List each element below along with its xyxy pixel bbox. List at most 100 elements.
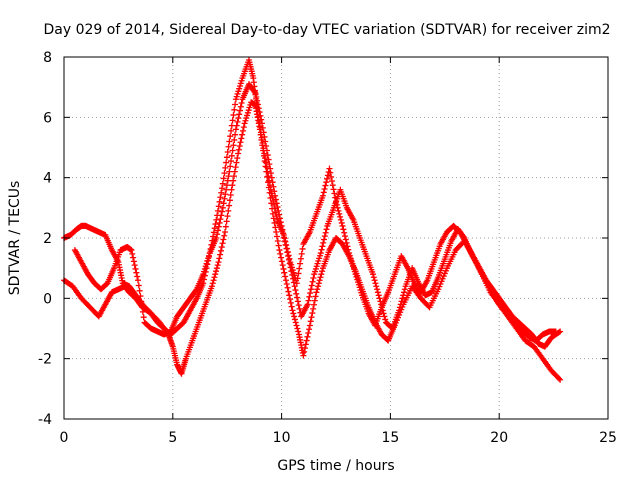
data-point [210, 233, 217, 240]
data-point [399, 295, 406, 302]
data-point [237, 139, 244, 146]
data-point [396, 304, 403, 311]
data-point [287, 264, 294, 271]
data-point [260, 152, 267, 159]
data-point [321, 185, 328, 192]
data-point [288, 303, 295, 310]
data-point [221, 170, 228, 177]
data-point [283, 281, 290, 288]
data-point [371, 277, 378, 284]
y-tick-label: 0 [43, 291, 52, 307]
data-point [214, 262, 221, 269]
data-point [401, 289, 407, 296]
data-point [295, 328, 302, 335]
data-point [236, 142, 243, 149]
data-point [284, 249, 291, 256]
data-point [285, 253, 292, 260]
data-point [379, 307, 386, 314]
data-point [317, 250, 324, 257]
data-point [221, 232, 228, 239]
data-point [283, 245, 290, 252]
data-point [286, 292, 293, 299]
data-point [227, 133, 234, 140]
data-point [228, 152, 235, 159]
data-point [369, 271, 376, 278]
data-point [135, 282, 142, 289]
data-point [327, 169, 334, 176]
data-point [302, 341, 309, 348]
data-point [223, 159, 230, 166]
data-point [208, 283, 215, 290]
data-point [297, 255, 304, 262]
data-point [131, 262, 138, 269]
y-tick-label: 8 [43, 50, 52, 66]
data-point [382, 316, 389, 323]
data-point [217, 251, 224, 258]
data-point [231, 168, 238, 175]
data-point [274, 204, 281, 211]
data-point [209, 280, 216, 287]
series-trace-2 [61, 99, 564, 383]
data-point [214, 227, 221, 234]
data-point [226, 168, 233, 175]
data-point [261, 158, 268, 165]
data-point [279, 226, 286, 233]
data-point [254, 97, 261, 104]
data-point [213, 216, 220, 223]
data-point [229, 117, 236, 124]
data-point [276, 215, 283, 222]
data-point [252, 90, 259, 97]
data-point [460, 233, 467, 240]
data-point [306, 293, 313, 300]
data-point [219, 180, 226, 187]
data-point [213, 265, 220, 272]
data-point [319, 268, 326, 275]
data-point [251, 89, 258, 96]
data-point [370, 274, 377, 281]
data-point [287, 299, 294, 306]
data-point [232, 164, 239, 171]
data-point [293, 280, 300, 287]
data-point [130, 254, 137, 261]
data-point [337, 216, 344, 223]
data-point [222, 164, 229, 171]
data-point [291, 313, 298, 320]
data-point [328, 173, 335, 180]
data-point [132, 265, 139, 272]
data-point [273, 228, 280, 235]
data-point [336, 210, 343, 217]
data-point [309, 310, 316, 317]
data-point [228, 127, 235, 134]
data-point [274, 238, 281, 245]
data-point [224, 149, 231, 156]
data-point [227, 163, 234, 170]
data-point [310, 274, 317, 281]
data-point [378, 304, 385, 311]
data-point [311, 297, 318, 304]
data-point [233, 122, 240, 129]
data-point [264, 173, 271, 180]
data-point [304, 301, 311, 308]
data-points [61, 57, 564, 383]
data-point [269, 205, 276, 212]
data-point [320, 189, 327, 196]
x-tick-label: 15 [381, 430, 399, 446]
data-point [133, 269, 140, 276]
data-point [335, 207, 342, 214]
data-point [377, 298, 384, 305]
data-point [305, 297, 312, 304]
data-point [374, 289, 381, 296]
data-point [282, 273, 289, 280]
data-point [212, 271, 219, 278]
data-point [381, 313, 388, 320]
data-point [294, 298, 301, 305]
data-point [226, 202, 233, 209]
data-point [293, 322, 300, 329]
data-point [278, 222, 285, 229]
data-point [223, 182, 230, 189]
data-point [267, 165, 274, 172]
data-point [215, 223, 222, 230]
series-trace-3 [71, 81, 559, 344]
data-point [214, 231, 221, 238]
data-point [263, 147, 270, 154]
